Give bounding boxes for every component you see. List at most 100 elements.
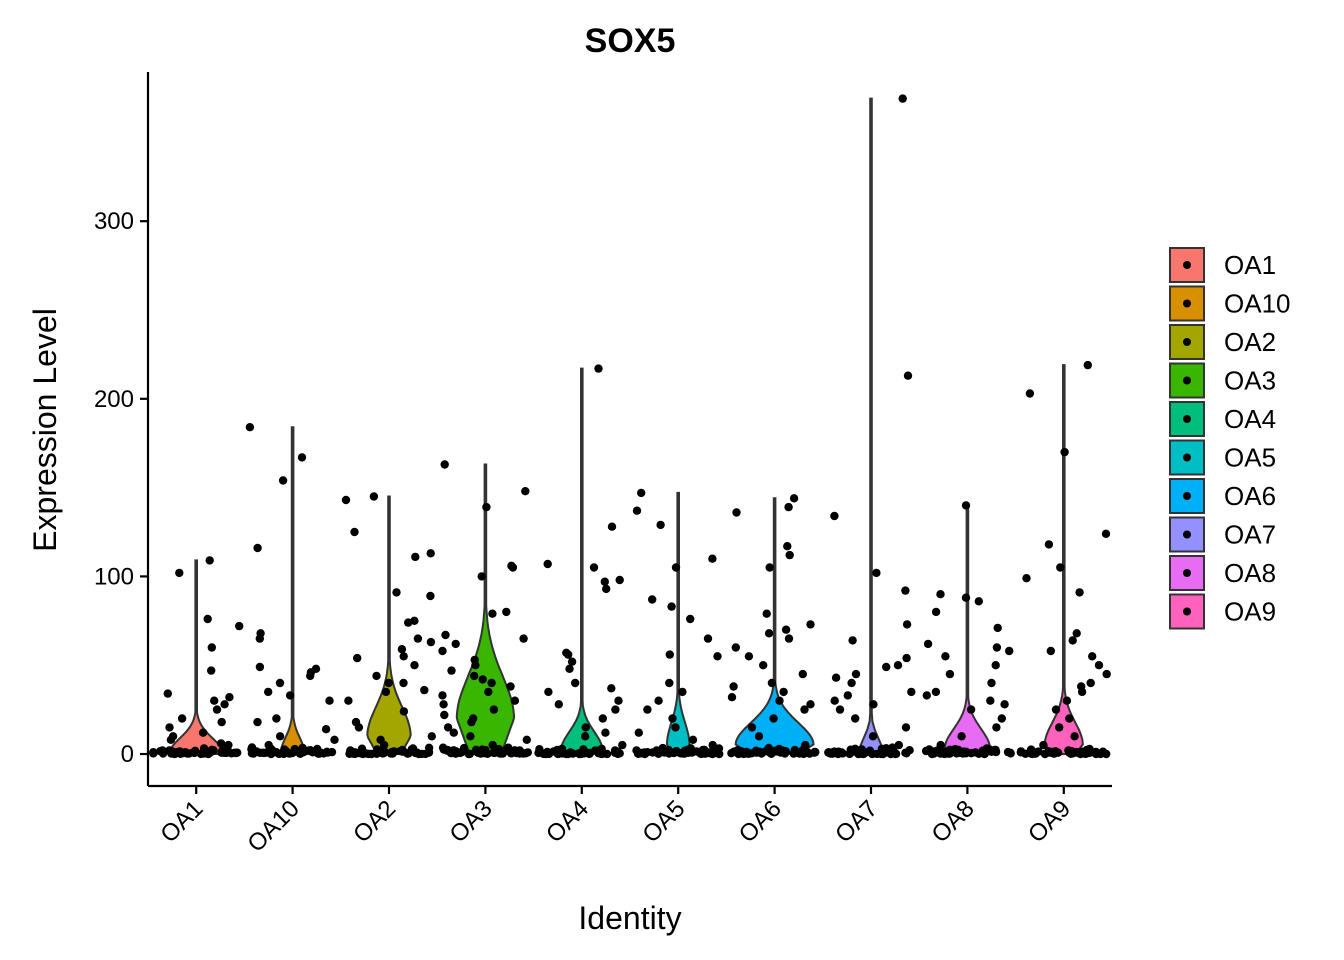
point-OA1 <box>209 746 218 755</box>
point-OA1 <box>225 693 234 702</box>
legend-item-OA3: OA3 <box>1169 362 1276 399</box>
violin-OA10 <box>279 426 306 755</box>
violin-OA7 <box>857 97 885 755</box>
point-OA10 <box>264 687 273 697</box>
point-OA2 <box>350 527 359 537</box>
point-OA6 <box>754 732 764 741</box>
point-OA9 <box>1022 574 1031 583</box>
legend-item-OA1: OA1 <box>1169 247 1276 283</box>
point-OA4 <box>581 732 590 741</box>
point-OA10 <box>245 423 255 432</box>
legend-item-OA9: OA9 <box>1169 593 1276 630</box>
point-OA3 <box>522 735 531 744</box>
point-OA9 <box>1070 732 1079 741</box>
point-OA6 <box>731 643 740 652</box>
point-OA9 <box>1051 705 1061 714</box>
point-OA7 <box>882 662 891 672</box>
y-tick-label: 300 <box>94 208 134 235</box>
point-OA2 <box>354 723 364 732</box>
point-OA7 <box>894 740 903 750</box>
point-OA2 <box>381 687 391 697</box>
point-OA1 <box>166 735 176 744</box>
point-OA5 <box>648 595 657 604</box>
violin-group-OA7 <box>824 94 916 759</box>
x-tick-label: OA5 <box>637 795 690 848</box>
point-OA1 <box>207 666 216 675</box>
point-OA9 <box>1026 745 1036 754</box>
point-OA10 <box>255 634 264 643</box>
violin-group-OA5 <box>632 488 724 759</box>
point-OA4 <box>618 740 627 750</box>
point-OA3 <box>483 749 492 758</box>
y-axis-title: Expression Level <box>27 308 63 552</box>
point-OA4 <box>571 678 580 688</box>
violin-group-OA10 <box>245 423 339 759</box>
point-OA5 <box>668 714 677 723</box>
point-OA4 <box>564 749 573 759</box>
point-OA9 <box>1060 447 1069 457</box>
point-OA2 <box>424 748 433 757</box>
point-OA2 <box>410 661 419 670</box>
point-OA7 <box>830 696 839 705</box>
legend-label: OA9 <box>1224 597 1276 627</box>
point-OA4 <box>544 687 553 697</box>
point-OA2 <box>411 552 420 562</box>
point-OA2 <box>407 745 416 754</box>
point-OA9 <box>1062 696 1072 705</box>
violin-group-OA9 <box>1016 360 1111 759</box>
point-OA5 <box>654 749 663 758</box>
point-OA3 <box>496 749 505 758</box>
point-OA7 <box>893 661 903 670</box>
point-OA8 <box>974 597 983 606</box>
point-OA5 <box>701 749 710 758</box>
point-OA8 <box>959 747 968 756</box>
point-OA2 <box>341 495 351 505</box>
point-OA9 <box>1049 748 1059 758</box>
legend-dot <box>1183 453 1191 462</box>
point-OA9 <box>1039 740 1048 750</box>
legend-dot <box>1183 261 1191 269</box>
x-tick-label: OA4 <box>541 795 594 848</box>
point-OA1 <box>167 749 176 758</box>
point-OA3 <box>488 609 497 618</box>
point-OA2 <box>399 652 408 661</box>
point-OA6 <box>747 723 757 732</box>
point-OA6 <box>732 508 741 517</box>
violin-OA6 <box>734 497 815 755</box>
point-OA7 <box>831 673 841 682</box>
point-OA4 <box>534 748 543 758</box>
point-OA1 <box>175 568 184 578</box>
point-OA7 <box>898 94 907 103</box>
point-OA10 <box>253 543 262 553</box>
point-OA10 <box>249 749 258 758</box>
legend-label: OA6 <box>1224 481 1276 511</box>
point-OA7 <box>891 749 901 758</box>
point-OA2 <box>397 645 407 654</box>
point-OA2 <box>369 492 379 501</box>
point-OA5 <box>671 563 681 572</box>
point-OA2 <box>367 749 376 759</box>
point-OA5 <box>643 705 652 714</box>
point-OA4 <box>598 749 607 759</box>
point-OA7 <box>830 511 839 521</box>
point-OA6 <box>727 693 737 702</box>
y-tick-label: 0 <box>121 741 134 768</box>
point-OA6 <box>765 747 774 756</box>
point-OA4 <box>565 664 574 673</box>
point-OA8 <box>931 607 941 617</box>
point-OA2 <box>399 678 408 688</box>
point-OA5 <box>684 748 693 757</box>
point-OA10 <box>297 453 307 462</box>
point-OA8 <box>961 501 971 510</box>
point-OA4 <box>594 364 603 373</box>
point-OA1 <box>158 749 168 758</box>
x-tick-label: OA3 <box>445 795 498 848</box>
violin-group-OA6 <box>727 494 820 759</box>
point-OA3 <box>510 696 520 705</box>
point-OA3 <box>506 682 515 691</box>
point-OA7 <box>843 691 852 700</box>
point-OA6 <box>729 682 738 691</box>
point-OA5 <box>662 747 672 756</box>
point-OA5 <box>678 687 687 697</box>
